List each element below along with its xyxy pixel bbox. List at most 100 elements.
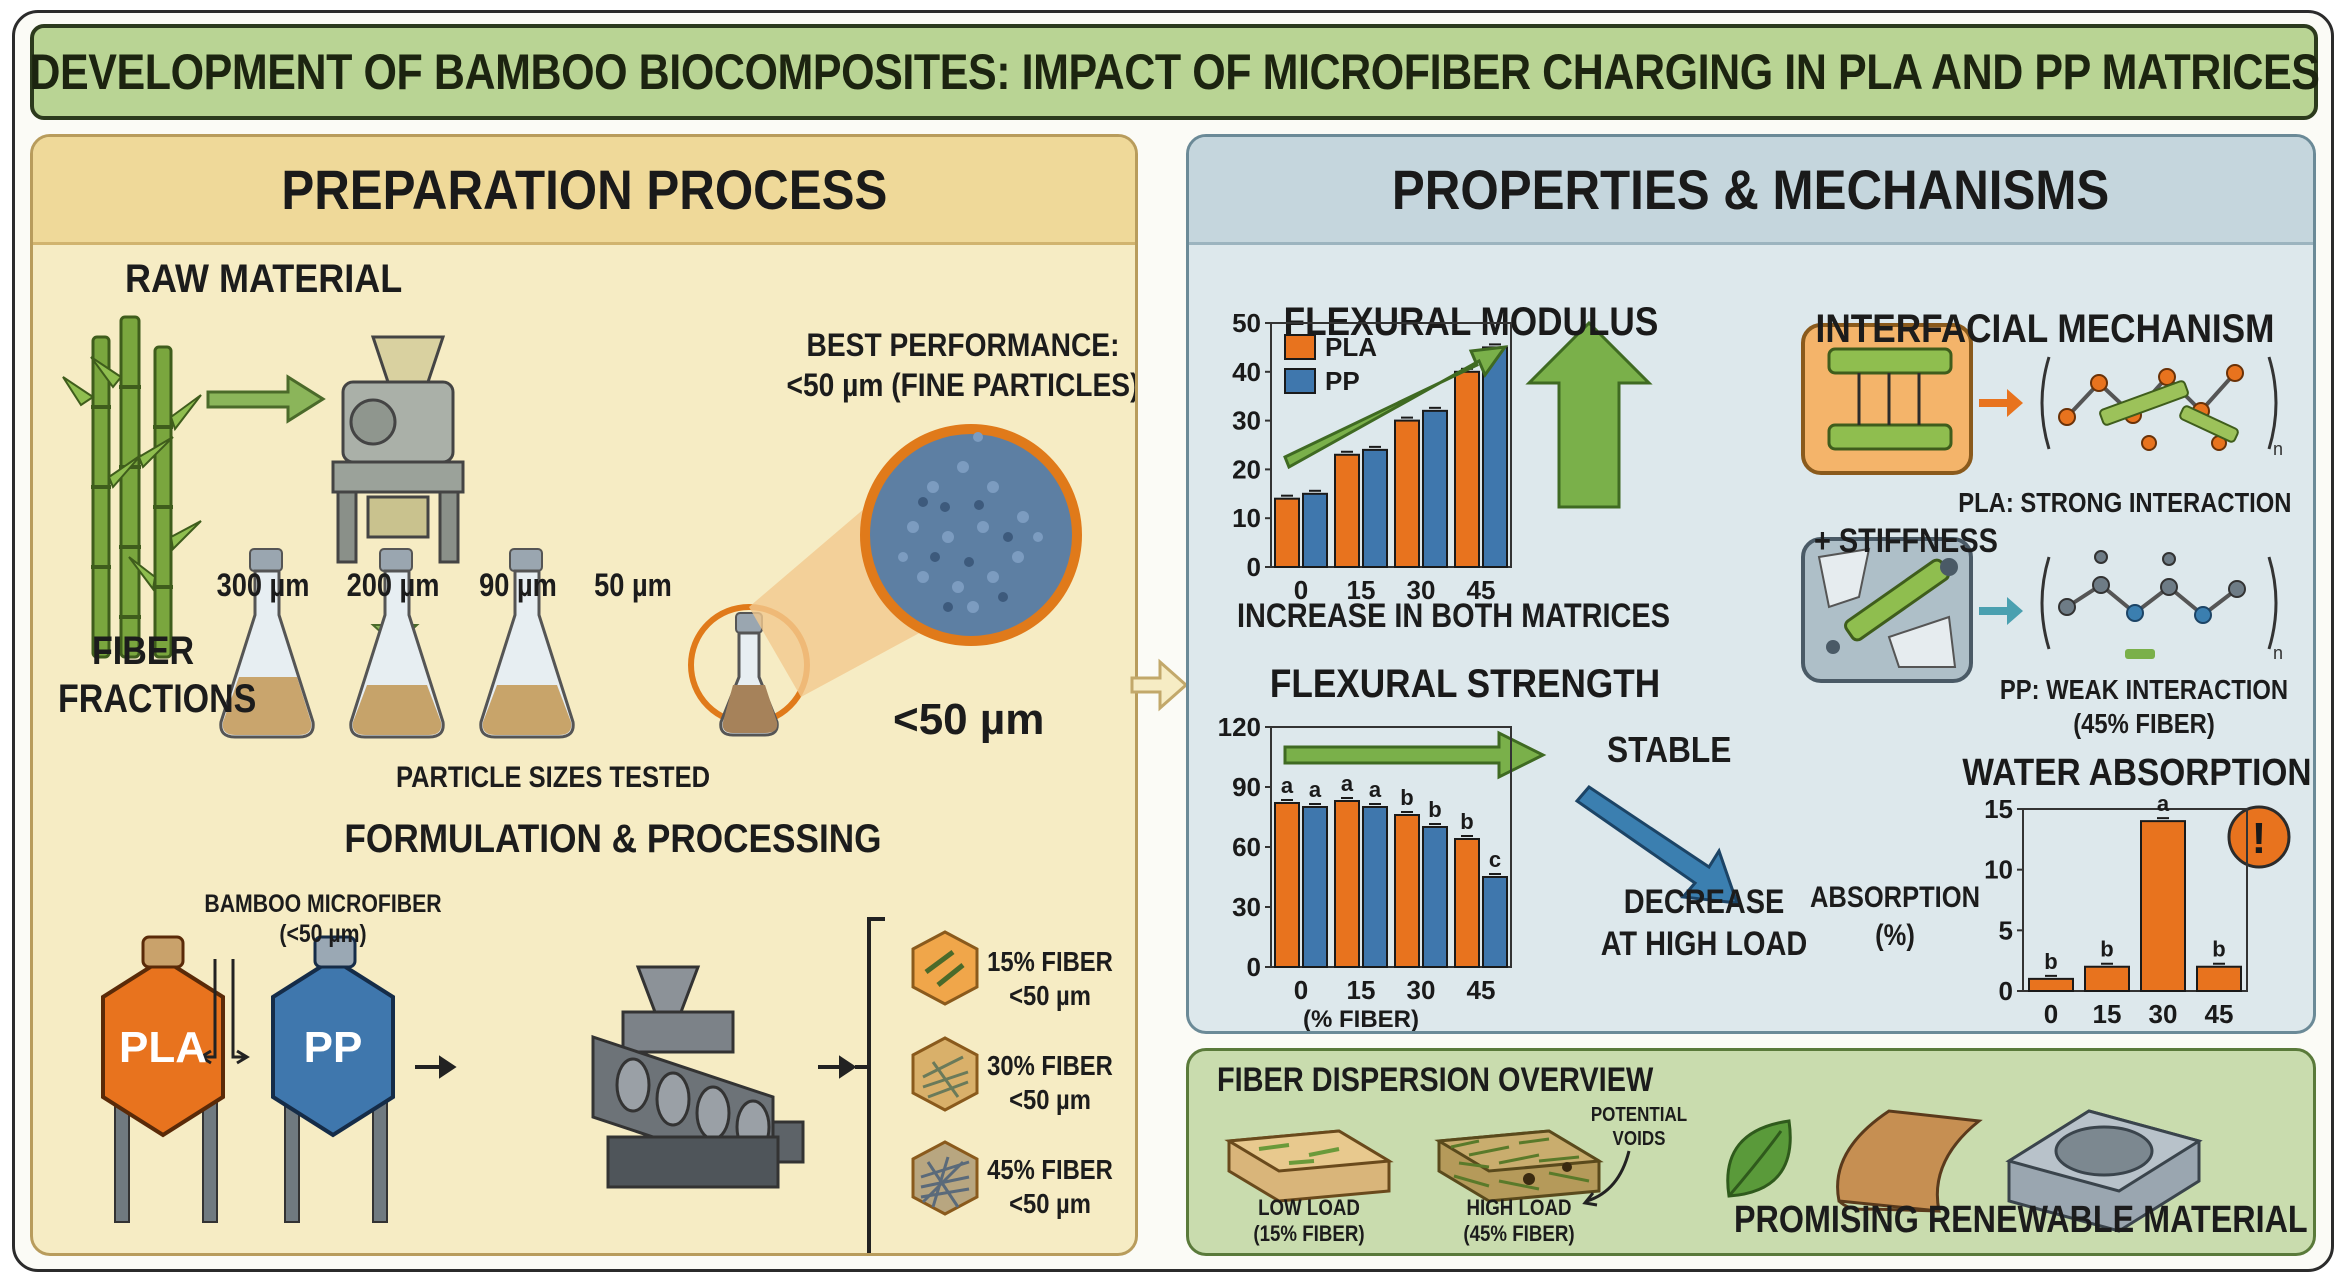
size-200-label: 200 µm — [346, 567, 440, 603]
low-load-line2: (15% FIBER) — [1253, 1221, 1365, 1246]
flexural-modulus-chart: FLEXURAL MODULUS 0 10 20 30 40 50 0 15 30 45 PLA PP — [1232, 299, 1658, 605]
warning-glyph: ! — [2252, 814, 2267, 863]
low-load-line1: LOW LOAD — [1258, 1195, 1360, 1220]
chart-title: FLEXURAL STRENGTH — [1270, 661, 1660, 706]
voids-line2: VOIDS — [1612, 1128, 1666, 1150]
formulation-heading: FORMULATION & PROCESSING — [344, 817, 882, 861]
dispersion-heading: FIBER DISPERSION OVERVIEW — [1217, 1061, 1654, 1099]
y-tick-label: 30 — [1232, 406, 1261, 436]
absorption-axis-label: ABSORPTION (%) — [1810, 879, 1980, 955]
pla-bar — [1394, 814, 1420, 968]
interfacial-heading: INTERFACIAL MECHANISM — [1815, 307, 2275, 351]
extruder-icon — [591, 965, 805, 1189]
flask-90-icon — [479, 548, 575, 739]
pp-bar — [1362, 448, 1388, 569]
high-load-line1: HIGH LOAD — [1466, 1195, 1572, 1220]
pp-weak-label: PP: WEAK INTERACTION (45% FIBER) — [1987, 673, 2302, 741]
significance-label: a — [1341, 771, 1354, 796]
pp-tank-icon — [271, 935, 395, 1223]
bamboo-icon — [62, 315, 202, 659]
pla-strong-label: PLA: STRONG INTERACTION — [1958, 487, 2292, 518]
legend-swatch — [1284, 368, 1316, 394]
best-performance-label: BEST PERFORMANCE: <50 µm (FINE PARTICLES… — [778, 325, 1138, 405]
y-tick-label: 90 — [1232, 772, 1261, 802]
pp-interface-icon — [1801, 537, 1973, 683]
voids-line1: POTENTIAL — [1590, 1104, 1688, 1126]
pla-bar — [1334, 453, 1360, 569]
pp-polymer-chain-icon: n — [2040, 550, 2283, 663]
load-15-line2: <50 µm — [1009, 980, 1091, 1011]
pp-bar — [1302, 492, 1328, 568]
plot-frame — [2022, 808, 2248, 992]
y-tick-label: 10 — [1232, 503, 1261, 533]
y-tick-label: 0 — [1999, 976, 2013, 1006]
flask-200-icon — [349, 548, 445, 739]
warning-icon: ! — [2227, 805, 2291, 869]
panel-connector-arrow-icon — [1130, 658, 1189, 712]
y-tick-label: 50 — [1232, 308, 1261, 338]
y-tick-label: 15 — [1984, 794, 2013, 824]
fine-particles-magnifier-icon — [860, 424, 1082, 646]
size-300-label: 300 µm — [216, 567, 310, 603]
load-30-line2: <50 µm — [1009, 1084, 1091, 1115]
pla-chain-n-label: n — [2273, 439, 2283, 459]
absorption-line1: ABSORPTION — [1810, 881, 1981, 914]
significance-label: b — [1460, 809, 1473, 834]
pla-bar — [1274, 497, 1300, 568]
load-30-line1: 30% FIBER — [987, 1050, 1113, 1081]
fine-particle-label: <50 µm — [893, 695, 1045, 744]
sample-30-icon — [911, 1036, 979, 1112]
bamboo-sheet-icon — [1836, 1109, 1983, 1213]
promising-material-label: PROMISING RENEWABLE MATERIAL — [1734, 1199, 2308, 1241]
raw-material-label: RAW MATERIAL — [125, 257, 403, 301]
y-tick-label: 5 — [1999, 915, 2013, 945]
best-performance-line2: <50 µm (FINE PARTICLES) — [786, 367, 1138, 403]
x-tick-label: 45 — [1467, 575, 1496, 605]
y-tick-label: 0 — [1247, 952, 1261, 982]
y-tick-label: 120 — [1218, 712, 1261, 742]
x-tick-label: 45 — [2205, 999, 2234, 1029]
samples-bracket — [855, 917, 885, 1253]
decrease-line2: AT HIGH LOAD — [1600, 925, 1808, 963]
pp-bar — [1482, 876, 1508, 968]
pla-bar — [1454, 370, 1480, 568]
y-tick-label: 60 — [1232, 832, 1261, 862]
x-tick-label: 15 — [2093, 999, 2122, 1029]
stable-label: STABLE — [1607, 729, 1732, 770]
low-load-sample-icon — [1224, 1129, 1394, 1203]
x-tick-label: 30 — [2149, 999, 2178, 1029]
significance-label: a — [1369, 777, 1382, 802]
fiber-fractions-line1: FIBER — [92, 629, 194, 673]
pla-bar — [1334, 800, 1360, 968]
load-15-label: 15% FIBER <50 µm — [986, 945, 1114, 1013]
molded-part-icon — [2005, 1109, 2203, 1233]
fiber-fractions-line2: FRACTIONS — [58, 677, 257, 721]
pla-interface-icon — [1801, 323, 1973, 475]
load-30-label: 30% FIBER <50 µm — [986, 1049, 1114, 1117]
dispersion-panel: FIBER DISPERSION OVERVIEW LOW LOAD (15% … — [1186, 1048, 2316, 1256]
pla-interface-arrow-icon — [1979, 389, 2023, 417]
sample-45-icon — [911, 1140, 979, 1216]
significance-label: b — [2212, 937, 2225, 962]
bar — [2028, 977, 2074, 992]
bar — [2140, 820, 2186, 993]
water-absorption-chart: WATER ABSORPTION 0 5 10 15 b b a b 0 15 30 45 — [1962, 751, 2311, 1029]
grinder-icon — [331, 335, 465, 564]
dispersion-illustration — [1224, 1109, 2203, 1233]
decrease-line1: DECREASE — [1623, 883, 1785, 921]
legend-swatch — [1284, 334, 1316, 360]
bar — [2084, 965, 2130, 993]
strength-trend-arrow-icon — [1283, 730, 1547, 780]
pp-bar — [1302, 806, 1328, 968]
high-load-line2: (45% FIBER) — [1463, 1221, 1575, 1246]
modulus-trend-arrow-icon — [1283, 345, 1509, 470]
y-tick-label: 10 — [1984, 855, 2013, 885]
y-tick-label: 0 — [1247, 552, 1261, 582]
legend-label: PP — [1325, 366, 1360, 396]
significance-label: c — [1489, 847, 1501, 872]
stiffness-up-arrow-icon — [1525, 320, 1653, 509]
x-tick-label: 0 — [2044, 999, 2058, 1029]
significance-label: a — [1281, 773, 1294, 798]
significance-label: b — [2044, 949, 2057, 974]
significance-label: b — [1400, 785, 1413, 810]
